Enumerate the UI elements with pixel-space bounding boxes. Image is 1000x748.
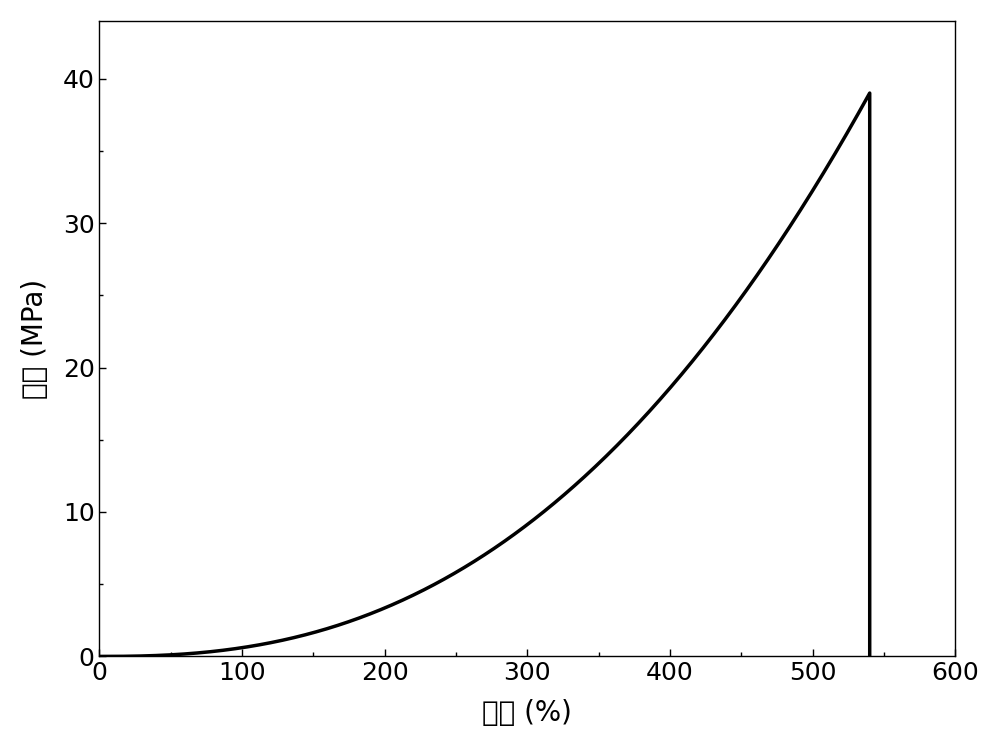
Y-axis label: 应力 (MPa): 应力 (MPa) (21, 278, 49, 399)
X-axis label: 应变 (%): 应变 (%) (482, 699, 572, 727)
